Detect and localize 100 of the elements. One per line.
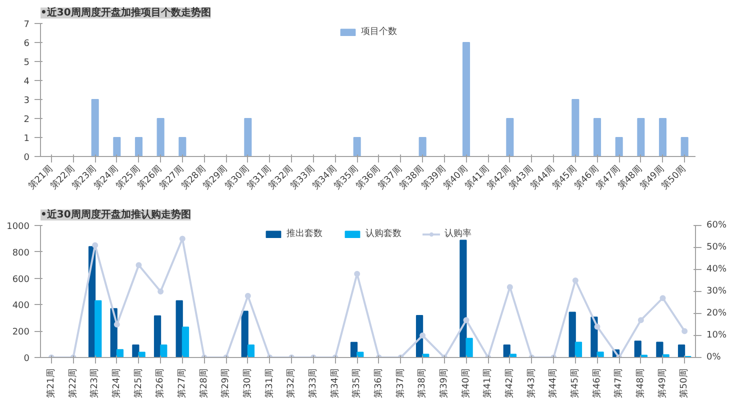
x-tick-label: 第36周: [372, 368, 384, 398]
y-tick-label: 3: [24, 96, 30, 106]
legend-label: 项目个数: [361, 26, 397, 38]
x-tick-label: 第29周: [220, 368, 232, 398]
x-tick-label: 第40周: [460, 368, 472, 398]
point: [92, 242, 98, 248]
x-tick-label: 第32周: [286, 368, 297, 398]
x-tick-label: 第38周: [416, 368, 428, 398]
bar: [356, 352, 364, 358]
y-tick-label: 6: [24, 39, 30, 49]
x-tick-label: 第49周: [656, 368, 668, 398]
bar: [138, 352, 146, 358]
x-tick-label: 第43周: [526, 368, 537, 398]
bar: [572, 99, 580, 156]
bar: [506, 118, 514, 156]
bar: [593, 118, 602, 156]
bar: [178, 137, 186, 156]
bar: [353, 137, 361, 156]
bar: [656, 342, 664, 358]
bar: [241, 310, 248, 358]
y-tick-label: 4: [24, 77, 30, 87]
x-tick-label: 第44周: [548, 368, 559, 398]
point: [638, 317, 644, 324]
y-tick-label: 800: [12, 248, 30, 258]
x-tick-label: 第47周: [613, 368, 624, 398]
x-tick-label: 第33周: [307, 368, 318, 398]
bar: [91, 99, 99, 156]
legend-label: 认购套数: [366, 228, 402, 240]
point: [420, 332, 426, 338]
bar: [637, 118, 645, 156]
bar: [244, 118, 252, 156]
y-tick-label: 0: [24, 153, 30, 163]
x-tick-label: 第23周: [89, 368, 100, 398]
bar: [466, 338, 473, 358]
x-tick-label: 第28周: [198, 368, 210, 398]
y-tick-label: 7: [24, 20, 30, 30]
bar: [568, 312, 576, 358]
y2-tick-label: 30%: [706, 286, 727, 296]
point: [354, 270, 360, 277]
bar: [156, 118, 164, 156]
bar: [154, 315, 162, 358]
bar: [678, 344, 686, 358]
point: [158, 288, 164, 294]
y-tick-label: 200: [12, 328, 30, 338]
bar: [634, 340, 642, 358]
x-tick-label: 第46周: [591, 368, 602, 398]
bar: [680, 137, 688, 156]
point: [594, 324, 600, 330]
x-tick-label: 第48周: [634, 368, 646, 398]
x-tick-label: 第22周: [67, 368, 78, 398]
x-tick-label: 第42周: [504, 368, 515, 398]
bar: [418, 137, 426, 156]
x-tick-label: 第45周: [569, 368, 580, 398]
bar: [113, 137, 121, 156]
point: [136, 262, 142, 268]
point: [660, 295, 666, 302]
legend-label: 推出套数: [286, 228, 322, 240]
y-tick-label: 0: [24, 354, 30, 364]
x-tick-label: 第25周: [132, 368, 144, 398]
x-tick-label: 第50周: [678, 368, 690, 398]
bar: [94, 300, 102, 358]
chart-title: •近30周周度开盘加推项目个数走势图: [40, 6, 211, 18]
y-tick-label: 600: [12, 274, 30, 285]
y2-tick-label: 20%: [706, 308, 727, 318]
bar: [503, 344, 510, 358]
x-tick-label: 第21周: [45, 368, 56, 398]
y2-tick-label: 10%: [706, 330, 727, 340]
x-tick-label: 第41周: [482, 368, 494, 398]
chart-title: •近30周周度开盘加推认购走势图: [40, 208, 191, 220]
x-tick-label: 第37周: [394, 368, 406, 398]
x-tick-label: 第35周: [351, 368, 362, 398]
y2-tick-label: 60%: [706, 220, 727, 230]
x-tick-label: 第31周: [264, 368, 275, 398]
bar: [182, 326, 190, 358]
bar: [134, 137, 143, 156]
bar: [160, 344, 168, 358]
y2-tick-label: 50%: [706, 242, 727, 252]
x-tick-label: 第26周: [154, 368, 166, 398]
y2-tick-label: 40%: [706, 264, 727, 274]
bar: [574, 342, 582, 358]
x-tick-label: 第24周: [110, 368, 122, 398]
x-tick-label: 第27周: [176, 368, 188, 398]
point: [463, 317, 470, 324]
y-tick-label: 2: [24, 115, 30, 125]
legend-label: 认购率: [444, 228, 472, 240]
x-tick-label: 第39周: [438, 368, 450, 398]
point: [179, 236, 186, 242]
y-tick-label: 1: [24, 134, 30, 144]
point: [572, 278, 578, 284]
bar: [615, 137, 623, 156]
point: [682, 328, 688, 334]
y-tick-label: 400: [12, 301, 30, 312]
y2-tick-label: 0%: [706, 352, 722, 362]
point: [114, 322, 120, 328]
bar: [116, 349, 124, 358]
bar: [460, 240, 467, 358]
bar: [132, 344, 140, 358]
bar: [462, 42, 470, 156]
bar: [176, 300, 183, 358]
bar: [658, 118, 667, 156]
